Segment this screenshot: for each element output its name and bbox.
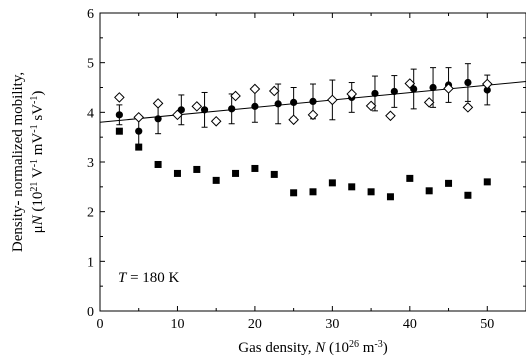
data-point-diamond	[327, 94, 338, 106]
data-point-diamond	[210, 115, 222, 127]
data-point-square	[173, 169, 181, 177]
y-tick-label: 5	[87, 57, 94, 72]
data-point-circle	[464, 78, 472, 87]
data-point-square	[135, 143, 143, 151]
x-tick-label: 30	[325, 317, 339, 332]
data-point-diamond	[443, 83, 454, 94]
data-point-diamond	[481, 78, 493, 90]
y-label-u3: sV	[30, 104, 46, 125]
data-point-diamond	[404, 78, 416, 89]
data-point-square	[386, 193, 394, 201]
y-axis-label: Density- normalized mobility, μN (1021 V…	[10, 72, 46, 252]
data-point-diamond	[172, 109, 183, 121]
data-point-diamond	[114, 92, 125, 103]
data-point-circle	[228, 105, 236, 113]
data-point-square	[406, 174, 414, 182]
y-tick-label: 4	[87, 106, 94, 121]
y-tick-label: 0	[87, 305, 94, 320]
data-point-circle	[115, 111, 123, 119]
y-label-e3: -1	[29, 124, 40, 132]
data-point-square	[212, 176, 220, 184]
data-point-diamond	[133, 111, 145, 123]
data-point-square	[348, 183, 356, 191]
data-point-square	[309, 188, 317, 196]
errorbars-layer	[116, 63, 491, 146]
x-tick-label: 20	[248, 317, 262, 332]
x-label-main: Gas density,	[238, 340, 315, 356]
data-point-square	[425, 187, 433, 195]
y-label-open: (10	[30, 192, 46, 216]
y-label-e4: -1	[29, 96, 40, 104]
y-tick-label: 2	[87, 206, 94, 221]
data-point-circle	[371, 89, 379, 98]
x-label-open: (10	[325, 340, 349, 356]
marks-layer	[114, 78, 493, 201]
data-point-square	[251, 164, 259, 172]
x-tick-label: 0	[97, 317, 104, 332]
ticks-layer: 0 10 20 30 40 50 0 1 2 3 4 5 6	[87, 7, 526, 332]
data-point-circle	[154, 115, 162, 123]
data-point-square	[154, 160, 162, 168]
x-label-var: N	[314, 340, 326, 356]
y-tick-label: 6	[87, 7, 94, 22]
data-point-diamond	[385, 110, 396, 122]
data-point-diamond	[230, 90, 241, 102]
data-point-diamond	[423, 97, 435, 108]
y-label-line1: Density- normalized mobility,	[10, 72, 26, 252]
data-point-square	[328, 179, 336, 187]
annotation-var: T	[118, 270, 128, 286]
y-label-var: N	[30, 214, 46, 226]
data-point-diamond	[288, 114, 299, 126]
data-point-diamond	[268, 85, 280, 97]
data-point-diamond	[346, 88, 358, 100]
annotation-text: T = 180 K	[118, 270, 180, 286]
data-point-diamond	[152, 98, 164, 109]
data-point-circle	[483, 86, 491, 94]
data-point-diamond	[249, 83, 261, 95]
x-label-exp: 26	[349, 339, 359, 350]
data-point-square	[445, 179, 453, 187]
y-label-u1: V	[30, 167, 46, 181]
data-point-circle	[309, 97, 317, 106]
data-point-diamond	[462, 102, 474, 113]
data-point-circle	[390, 87, 398, 96]
data-point-circle	[429, 83, 437, 92]
annotation-rest: = 180 K	[126, 270, 179, 286]
data-point-circle	[410, 85, 418, 93]
x-tick-label: 50	[480, 317, 494, 332]
x-label-close: )	[383, 340, 388, 356]
y-label-u2: mV	[30, 133, 46, 159]
y-label-close: )	[30, 91, 46, 96]
x-label-unit-exp: -3	[374, 339, 382, 350]
data-point-circle	[274, 100, 282, 108]
data-point-square	[483, 178, 491, 186]
x-tick-label: 40	[403, 317, 417, 332]
data-point-square	[290, 189, 298, 197]
data-point-diamond	[191, 101, 203, 112]
data-point-diamond	[365, 100, 377, 112]
data-point-square	[193, 165, 201, 173]
data-point-square	[367, 188, 375, 196]
y-label-e2: -1	[29, 159, 40, 167]
data-point-circle	[135, 127, 143, 135]
y-tick-label: 1	[87, 255, 94, 270]
y-label-exp1: 21	[29, 182, 40, 192]
data-point-circle	[251, 102, 259, 110]
data-point-square	[115, 127, 123, 135]
x-tick-label: 10	[170, 317, 184, 332]
y-tick-label: 3	[87, 156, 94, 171]
data-point-diamond	[307, 109, 319, 121]
data-point-circle	[290, 98, 298, 106]
x-label-unit: m	[359, 340, 375, 356]
y-label-line2: μN (1021 V-1 mV-1 sV-1)	[29, 91, 47, 234]
y-label-mu: μ	[30, 225, 46, 233]
x-axis-label: Gas density, N (1026 m-3)	[238, 339, 387, 357]
plot-frame	[99, 12, 526, 312]
data-point-square	[270, 170, 278, 178]
data-point-square	[232, 169, 240, 177]
data-point-square	[464, 191, 472, 199]
data-point-circle	[200, 106, 209, 114]
